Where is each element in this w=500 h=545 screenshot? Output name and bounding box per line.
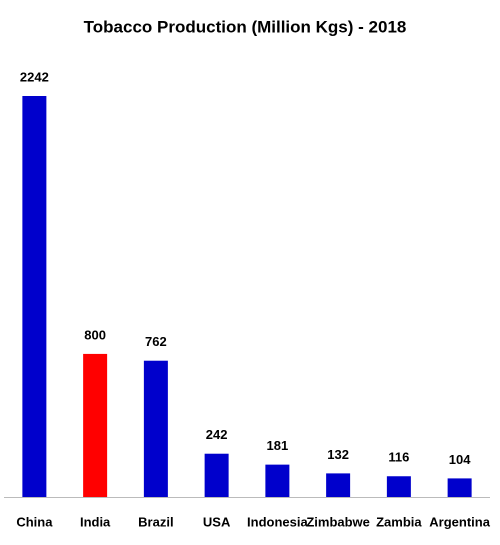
x-tick-label: Brazil <box>138 514 173 529</box>
bar <box>83 353 108 497</box>
x-tick-label: Indonesia <box>247 514 308 529</box>
value-label: 104 <box>449 452 471 467</box>
value-label: 132 <box>327 447 349 462</box>
value-label: 800 <box>84 327 106 342</box>
x-tick-label: USA <box>203 514 231 529</box>
value-label: 2242 <box>20 69 49 84</box>
bar <box>386 476 411 497</box>
bar <box>204 453 229 497</box>
bar <box>143 360 168 497</box>
bar <box>326 473 351 497</box>
value-label: 242 <box>206 427 228 442</box>
chart-title: Tobacco Production (Million Kgs) - 2018 <box>84 17 407 36</box>
value-label: 116 <box>388 450 409 465</box>
x-tick-label: Argentina <box>429 514 490 529</box>
x-tick-label: Zambia <box>376 514 422 529</box>
x-tick-label: India <box>80 514 111 529</box>
bar <box>447 478 472 497</box>
bar <box>22 96 47 497</box>
x-tick-label: Zimbabwe <box>306 514 370 529</box>
bar <box>265 464 290 497</box>
value-label: 181 <box>267 438 289 453</box>
value-label: 762 <box>145 334 167 349</box>
x-tick-label: China <box>16 514 53 529</box>
